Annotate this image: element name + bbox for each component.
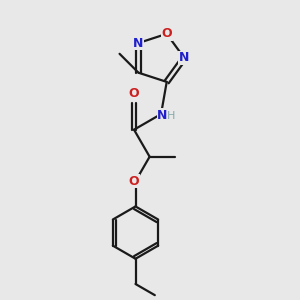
Text: N: N [133, 37, 144, 50]
Text: O: O [129, 87, 139, 100]
Text: O: O [129, 175, 139, 188]
Text: O: O [161, 27, 172, 40]
Text: H: H [167, 111, 175, 121]
Text: N: N [157, 109, 168, 122]
Text: N: N [179, 51, 189, 64]
